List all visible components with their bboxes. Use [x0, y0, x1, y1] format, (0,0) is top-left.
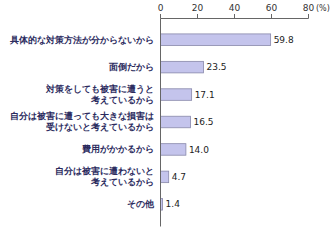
y-tick-label-line: 受けないと考えているから [45, 122, 154, 132]
y-tick: その他 [127, 199, 160, 209]
y-tick-label-line: 費用がかかるから [81, 144, 154, 154]
data-label: 16.5 [194, 117, 214, 127]
bar [160, 144, 186, 156]
y-axis: 具体的な対策方法が分からないから面倒だから対策をしても被害に遭うと考えているから… [9, 19, 161, 227]
x-tick-mark [271, 14, 272, 18]
bar [160, 171, 169, 183]
x-tick: 80 [303, 3, 315, 18]
y-tick-label-line: 考えているから [90, 177, 154, 187]
y-tick-label-line: 具体的な対策方法が分からないから [9, 35, 154, 45]
bars [160, 34, 271, 210]
y-tick: 具体的な対策方法が分からないから [9, 35, 160, 45]
data-label: 23.5 [206, 62, 226, 72]
y-tick: 面倒だから [108, 62, 160, 72]
y-tick: 自分は被害に遭っても大きな損害は受けないと考えているから [10, 111, 160, 132]
y-tick-label-line: 自分は被害に遭っても大きな損害は [10, 111, 154, 121]
x-tick-mark [160, 14, 161, 18]
y-tick-label: 費用がかかるから [81, 144, 154, 154]
y-tick-label-line: その他 [127, 199, 155, 209]
y-tick-label: 具体的な対策方法が分からないから [9, 35, 154, 45]
x-tick-mark [234, 14, 235, 18]
x-tick-label: 0 [158, 3, 164, 13]
x-tick-label: 80 [303, 3, 315, 13]
bar [160, 116, 191, 128]
x-axis-line [161, 14, 309, 19]
y-tick: 自分は被害に遭わないと考えているから [55, 166, 160, 187]
x-tick: 20 [192, 3, 204, 18]
data-label: 14.0 [189, 145, 209, 155]
bar [160, 34, 271, 46]
x-tick-mark [308, 14, 309, 18]
x-tick: 60 [266, 3, 278, 18]
data-label: 1.4 [166, 199, 181, 209]
x-tick-label: 60 [266, 3, 278, 13]
plot: 0 20 40 60 80(%) 具体的な対策方法が分からないから面倒だから対策をしても被… [9, 3, 330, 227]
bar [160, 89, 192, 101]
data-label: 59.8 [274, 35, 294, 45]
y-tick-label: 自分は被害に遭っても大きな損害は受けないと考えているから [10, 111, 154, 132]
bar [160, 61, 203, 73]
x-axis-title: (%) [316, 4, 330, 13]
x-tick-mark [197, 14, 198, 18]
y-tick-label-line: 自分は被害に遭わないと [55, 166, 154, 176]
y-tick-label: 自分は被害に遭わないと考えているから [55, 166, 154, 187]
data-labels: 59.8 23.5 17.1 16.5 14.0 4.7 1.4 [166, 35, 294, 210]
y-tick-label-line: 対策をしても被害に遭うと [45, 84, 154, 94]
y-tick-label: 面倒だから [108, 62, 154, 72]
y-tick-label-line: 面倒だから [108, 62, 154, 72]
y-axis-line [160, 19, 161, 227]
x-tick-label: 20 [192, 3, 204, 13]
y-tick-label: その他 [127, 199, 155, 209]
y-tick-label-line: 考えているから [90, 95, 154, 105]
x-tick: 0 [158, 3, 164, 18]
x-tick: 40 [229, 3, 241, 18]
chart: 0 20 40 60 80(%) 具体的な対策方法が分からないから面倒だから対策をしても被… [0, 0, 332, 231]
x-tick-label: 40 [229, 3, 241, 13]
y-tick: 費用がかかるから [81, 144, 160, 154]
data-label: 17.1 [195, 90, 215, 100]
x-axis: 0 20 40 60 80 [158, 3, 315, 19]
y-tick-label: 対策をしても被害に遭うと考えているから [45, 84, 154, 105]
data-label: 4.7 [172, 172, 186, 182]
y-tick: 対策をしても被害に遭うと考えているから [45, 84, 160, 105]
